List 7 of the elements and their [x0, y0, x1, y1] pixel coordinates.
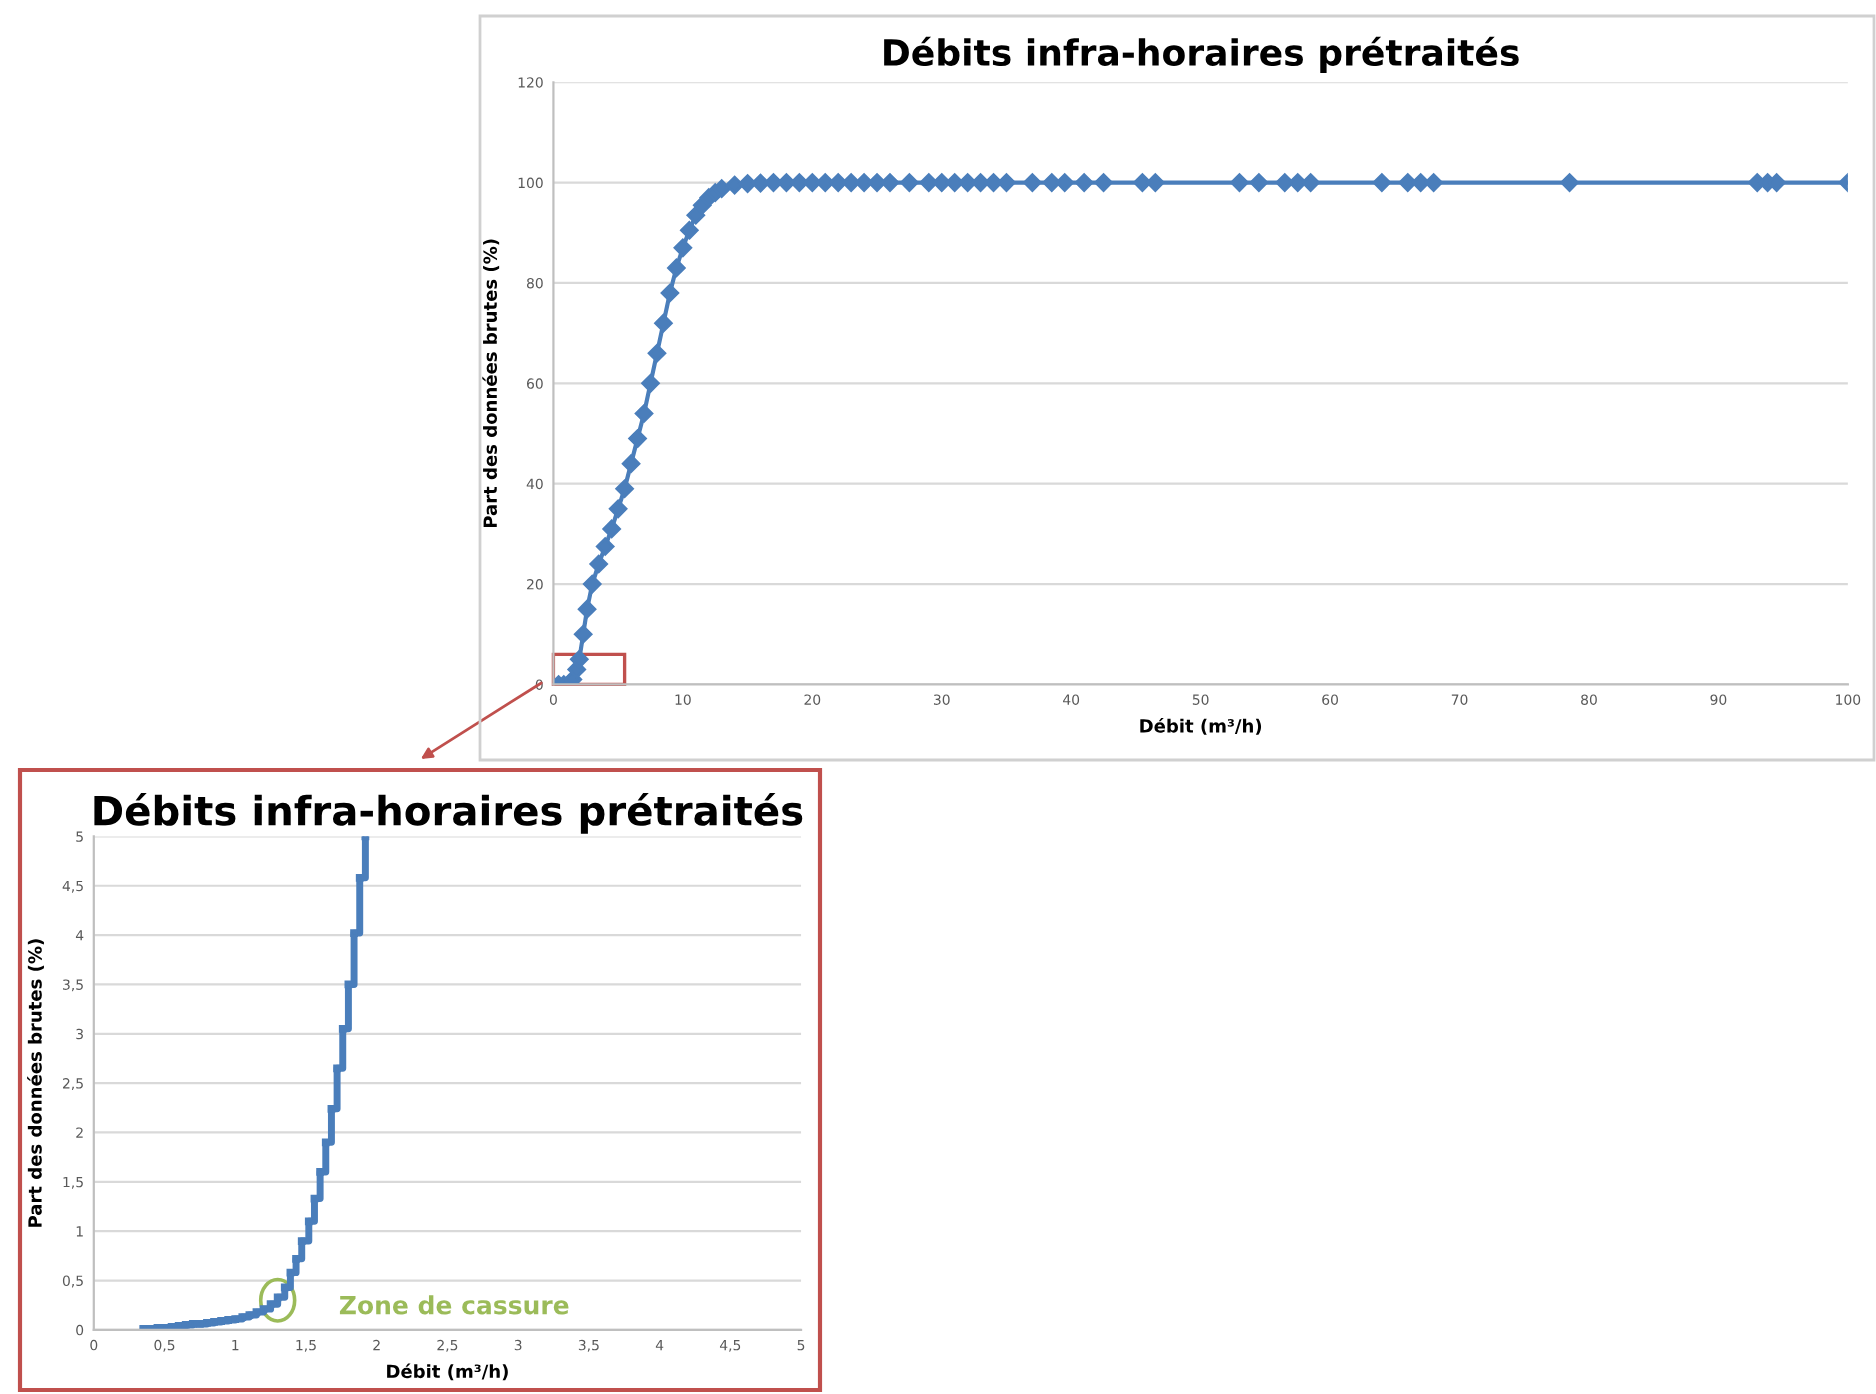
y-axis-title: Part des données brutes (%) — [482, 239, 500, 528]
y-axis-title: Part des données brutes (%) — [27, 939, 44, 1227]
chart-title: Débits infra-horaires prétraités — [94, 793, 803, 834]
x-axis-title: Débit (m³/h) — [1140, 718, 1262, 735]
chart-title: Débits infra-horaires prétraités — [884, 36, 1519, 74]
x-axis-title: Débit (m³/h) — [387, 1363, 508, 1381]
annotation: Zone de cassure — [339, 1295, 569, 1315]
